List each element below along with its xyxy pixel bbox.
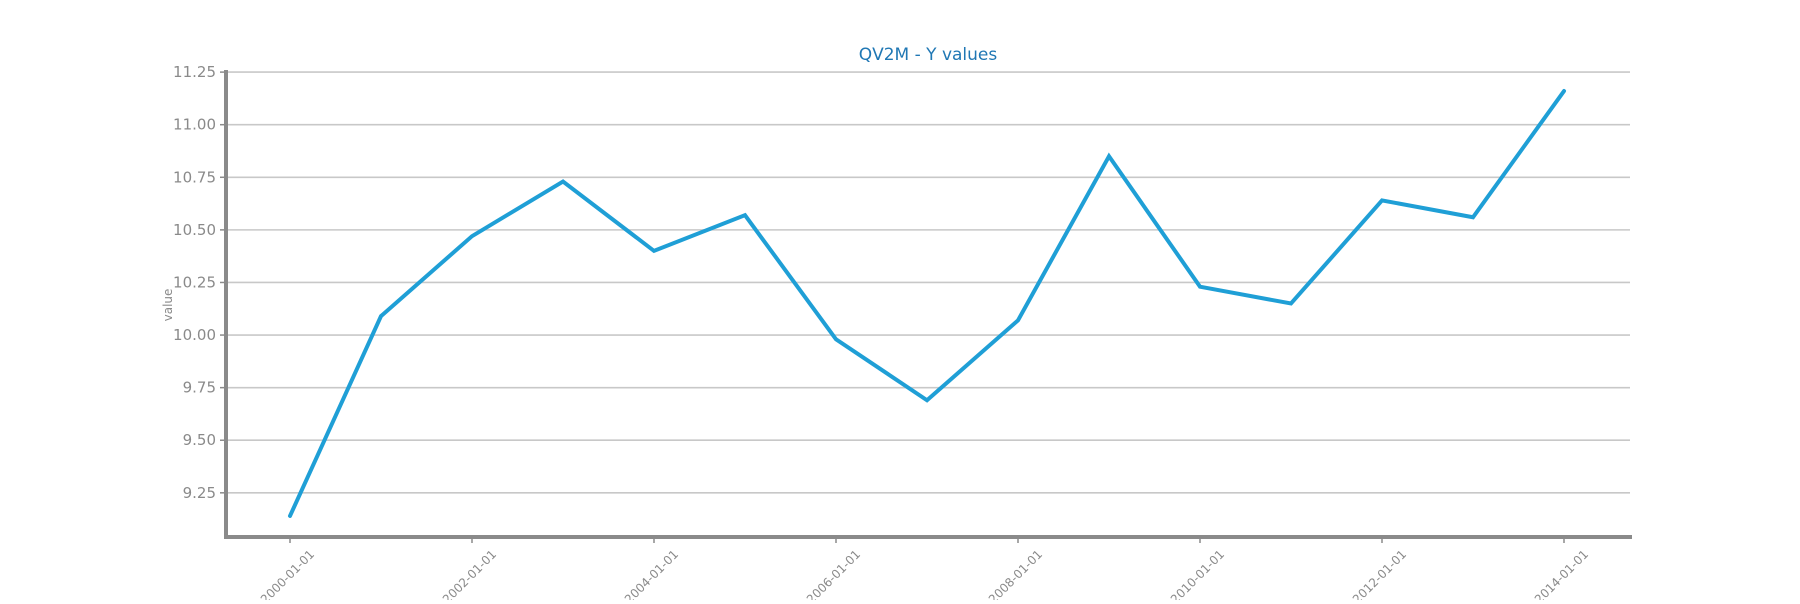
y-tick-label: 10.50 [173,221,216,239]
data-point [470,234,474,238]
y-axis-label: value [161,289,175,322]
x-tick-label: 2010-01-01 [1168,547,1227,600]
data-point [561,179,565,183]
y-tick-label: 11.25 [173,63,216,81]
data-point [652,249,656,253]
data-point [925,398,929,402]
x-tick-label: 2002-01-01 [440,547,499,600]
data-point [379,314,383,318]
data-point [288,514,292,518]
x-tick-label: 2006-01-01 [804,547,863,600]
y-tick-labels: 9.25 9.50 9.75 10.00 10.25 10.50 10.75 11.00 11.… [173,63,226,502]
data-point [1380,198,1384,202]
x-tick-labels: 2000-01-01 2002-01-01 2004-01-01 2006-01-01… [258,537,1591,604]
y-tick-label: 10.25 [173,273,216,291]
x-tick-label: 2008-01-01 [986,547,1045,600]
data-point [1289,302,1293,305]
data-point [743,213,747,217]
y-tick-label: 10.00 [173,326,216,344]
x-tick-label: 2012-01-01 [1350,547,1409,600]
data-point [834,337,838,341]
y-tick-label: 9.25 [183,484,216,502]
data-point [1562,89,1566,93]
series-line [288,89,1566,518]
y-tick-label: 11.00 [173,116,216,134]
y-tick-label: 9.75 [183,379,216,397]
data-point [1471,215,1475,219]
data-point [1198,285,1202,289]
chart-title: QV2M - Y values [859,45,998,65]
x-tick-label: 2000-01-01 [258,547,317,600]
data-point [1016,318,1020,322]
x-tick-label: 2004-01-01 [622,547,681,600]
grid-lines [226,71,1630,494]
y-tick-label: 10.75 [173,168,216,186]
y-tick-label: 9.50 [183,431,216,449]
data-point [1107,154,1111,158]
axes [224,70,1632,539]
series-layer [288,89,1566,518]
x-tick-label: 2014-01-01 [1532,547,1591,600]
